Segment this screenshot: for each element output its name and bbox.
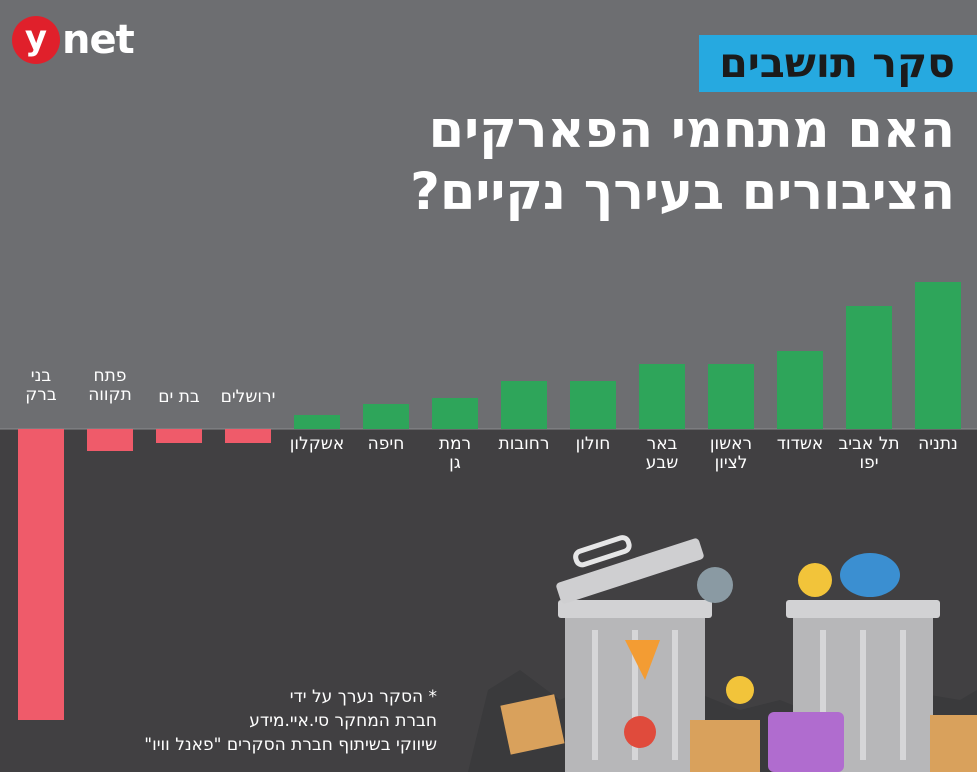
bar-8 bbox=[363, 404, 409, 429]
category-label-13: בני ברק bbox=[25, 366, 57, 405]
survey-badge: סקר תושבים bbox=[699, 35, 977, 92]
category-label-5: חולון bbox=[576, 434, 611, 454]
category-label-8: חיפה bbox=[368, 434, 405, 454]
bar-10 bbox=[225, 429, 271, 443]
bar-6 bbox=[501, 381, 547, 429]
bar-11 bbox=[156, 429, 202, 443]
category-label-4: באר שבע bbox=[646, 434, 679, 473]
headline-line-2: הציבורים בעירך נקיים? bbox=[410, 163, 955, 222]
bar-1 bbox=[846, 306, 892, 429]
bar-2 bbox=[777, 351, 823, 429]
bar-12 bbox=[87, 429, 133, 451]
headline-line-1: האם מתחמי הפארקים bbox=[428, 101, 955, 160]
category-label-11: בת ים bbox=[158, 387, 200, 407]
bars bbox=[18, 282, 961, 720]
bar-7 bbox=[432, 398, 478, 429]
bar-13 bbox=[18, 429, 64, 720]
bar-4 bbox=[639, 364, 685, 429]
category-label-12: פתח תקווה bbox=[88, 366, 132, 405]
logo-mark: y bbox=[12, 16, 60, 64]
category-label-3: ראשון לציון bbox=[710, 434, 752, 473]
footnote-line-3: שיווקי בשיתוף חברת הסקרים "פאנל וויו" bbox=[144, 735, 437, 755]
category-label-10: ירושלים bbox=[221, 387, 276, 407]
category-labels: נתניה תל אביב יפו אשדוד ראשון לציון באר שבע חולו… bbox=[25, 366, 958, 473]
ynet-logo[interactable]: y net bbox=[12, 14, 135, 66]
category-label-2: אשדוד bbox=[777, 434, 824, 454]
footnote-line-2: חברת המחקר סי.איי.מידע bbox=[249, 711, 437, 731]
logo-text: net bbox=[62, 17, 135, 63]
category-label-1: תל אביב יפו bbox=[838, 434, 899, 473]
category-label-0: נתניה bbox=[918, 434, 958, 454]
bar-5 bbox=[570, 381, 616, 429]
headline: האם מתחמי הפארקים הציבורים בעירך נקיים? bbox=[95, 100, 955, 224]
footnote-line-1: * הסקר נערך על ידי bbox=[289, 687, 437, 707]
trash-cans-illustration bbox=[468, 535, 977, 772]
category-label-7: רמת גן bbox=[439, 434, 471, 473]
category-label-9: אשקלון bbox=[290, 434, 344, 454]
bar-3 bbox=[708, 364, 754, 429]
survey-footnote: * הסקר נערך על ידי חברת המחקר סי.איי.מיד… bbox=[77, 685, 437, 757]
category-label-6: רחובות bbox=[499, 434, 550, 454]
bar-0 bbox=[915, 282, 961, 429]
bar-9 bbox=[294, 415, 340, 429]
